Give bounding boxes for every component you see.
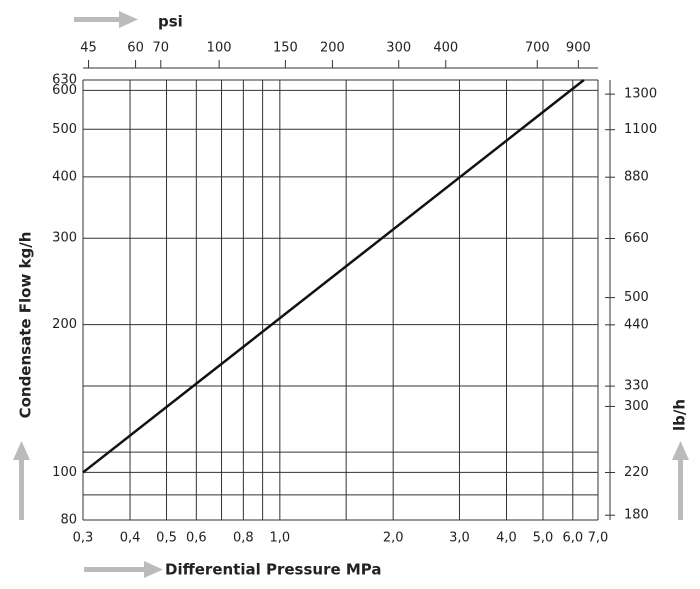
y2-tick-label: 1300 <box>624 87 657 102</box>
x2-tick-label: 400 <box>433 41 458 56</box>
x-tick-label: 5,0 <box>533 531 554 546</box>
x-tick-label: 4,0 <box>496 531 517 546</box>
y2-tick-label: 660 <box>624 231 649 246</box>
y2-tick-label: 440 <box>624 317 649 332</box>
x2-tick-label: 45 <box>80 41 97 56</box>
y2-tick-label: 330 <box>624 379 649 394</box>
x-tick-label: 3,0 <box>449 531 470 546</box>
x2-tick-label: 100 <box>207 41 232 56</box>
x-tick-label: 0,6 <box>186 531 207 546</box>
x-tick-label: 0,5 <box>156 531 177 546</box>
y-axis-title: Condensate Flow kg/h <box>17 232 35 419</box>
x2-tick-label: 150 <box>273 41 298 56</box>
x2-tick-label: 70 <box>153 41 170 56</box>
x2-axis-title: psi <box>158 13 183 31</box>
y2-tick-label: 180 <box>624 508 649 523</box>
y-tick-label: 80 <box>60 513 77 528</box>
y-tick-label: 600 <box>52 83 77 98</box>
y-tick-label: 400 <box>52 169 77 184</box>
x-tick-label: 6,0 <box>562 531 583 546</box>
y-tick-label: 100 <box>52 465 77 480</box>
y2-tick-label: 500 <box>624 290 649 305</box>
x-axis-title: Differential Pressure MPa <box>165 561 382 579</box>
x2-tick-label: 200 <box>320 41 345 56</box>
x2-tick-label: 900 <box>566 41 591 56</box>
x2-tick-label: 700 <box>525 41 550 56</box>
data-line <box>82 79 585 474</box>
x-tick-label: 0,4 <box>120 531 141 546</box>
x-tick-label: 2,0 <box>383 531 404 546</box>
y2-axis-title: lb/h <box>671 399 689 431</box>
y-tick-label: 300 <box>52 231 77 246</box>
y2-tick-label: 220 <box>624 465 649 480</box>
x-tick-label: 0,8 <box>233 531 254 546</box>
y2-tick-label: 300 <box>624 399 649 414</box>
y-tick-label: 630 <box>52 73 77 88</box>
x2-tick-label: 60 <box>127 41 144 56</box>
x-tick-label: 0,3 <box>73 531 94 546</box>
decor-arrows <box>13 11 689 578</box>
x-tick-label: 1,0 <box>270 531 291 546</box>
y2-tick-label: 1100 <box>624 122 657 137</box>
x-tick-label: 7,0 <box>588 531 609 546</box>
x2-tick-label: 300 <box>386 41 411 56</box>
y-tick-label: 200 <box>52 317 77 332</box>
y2-tick-label: 880 <box>624 170 649 185</box>
y-tick-label: 500 <box>52 122 77 137</box>
